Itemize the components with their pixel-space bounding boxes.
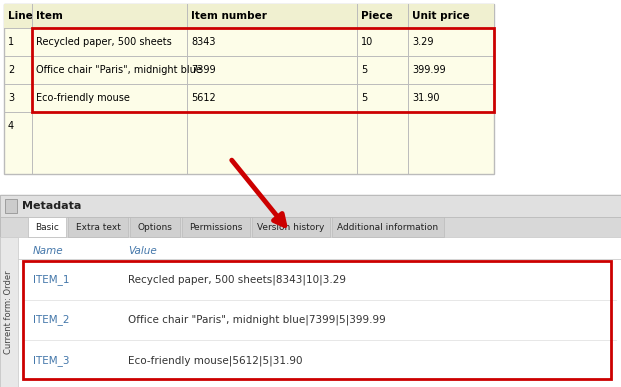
FancyBboxPatch shape (5, 199, 17, 213)
Text: 8343: 8343 (191, 37, 215, 47)
FancyBboxPatch shape (28, 217, 66, 237)
FancyBboxPatch shape (0, 237, 18, 387)
Text: 3: 3 (8, 93, 14, 103)
FancyBboxPatch shape (182, 217, 250, 237)
Text: Eco-friendly mouse: Eco-friendly mouse (36, 93, 130, 103)
Text: ITEM_1: ITEM_1 (33, 274, 70, 285)
Text: Recycled paper, 500 sheets: Recycled paper, 500 sheets (36, 37, 172, 47)
Text: 399.99: 399.99 (412, 65, 446, 75)
Text: Extra text: Extra text (76, 223, 120, 231)
Text: Unit price: Unit price (412, 11, 469, 21)
Text: Eco-friendly mouse|5612|5|31.90: Eco-friendly mouse|5612|5|31.90 (128, 355, 302, 366)
Text: Permissions: Permissions (189, 223, 243, 231)
Text: Item: Item (36, 11, 63, 21)
Text: 4: 4 (8, 121, 14, 131)
Text: Office chair "Paris", midnight blue|7399|5|399.99: Office chair "Paris", midnight blue|7399… (128, 315, 386, 325)
FancyBboxPatch shape (332, 217, 444, 237)
Text: ITEM_2: ITEM_2 (33, 315, 70, 325)
FancyBboxPatch shape (130, 217, 180, 237)
Text: 5: 5 (361, 93, 367, 103)
Text: Metadata: Metadata (22, 201, 81, 211)
Text: 5612: 5612 (191, 93, 215, 103)
FancyBboxPatch shape (4, 4, 494, 28)
FancyBboxPatch shape (0, 195, 621, 217)
Text: Basic: Basic (35, 223, 59, 231)
Text: Current form: Order: Current form: Order (4, 270, 14, 354)
FancyBboxPatch shape (252, 217, 330, 237)
Text: Recycled paper, 500 sheets|8343|10|3.29: Recycled paper, 500 sheets|8343|10|3.29 (128, 274, 346, 284)
Text: Additional information: Additional information (337, 223, 438, 231)
FancyBboxPatch shape (4, 4, 494, 174)
Text: Value: Value (128, 246, 156, 256)
Text: Options: Options (138, 223, 173, 231)
Text: 31.90: 31.90 (412, 93, 440, 103)
FancyBboxPatch shape (0, 217, 621, 237)
Text: 10: 10 (361, 37, 373, 47)
Text: 2: 2 (8, 65, 14, 75)
FancyBboxPatch shape (18, 237, 621, 387)
Text: 5: 5 (361, 65, 367, 75)
Text: Line: Line (8, 11, 33, 21)
FancyBboxPatch shape (0, 195, 621, 387)
Text: 7399: 7399 (191, 65, 215, 75)
Text: Office chair "Paris", midnight blue: Office chair "Paris", midnight blue (36, 65, 202, 75)
Text: Version history: Version history (257, 223, 325, 231)
FancyBboxPatch shape (68, 217, 128, 237)
Text: ITEM_3: ITEM_3 (33, 355, 70, 366)
Text: Piece: Piece (361, 11, 392, 21)
Text: Item number: Item number (191, 11, 267, 21)
Text: 3.29: 3.29 (412, 37, 433, 47)
Text: 1: 1 (8, 37, 14, 47)
Text: Name: Name (33, 246, 63, 256)
